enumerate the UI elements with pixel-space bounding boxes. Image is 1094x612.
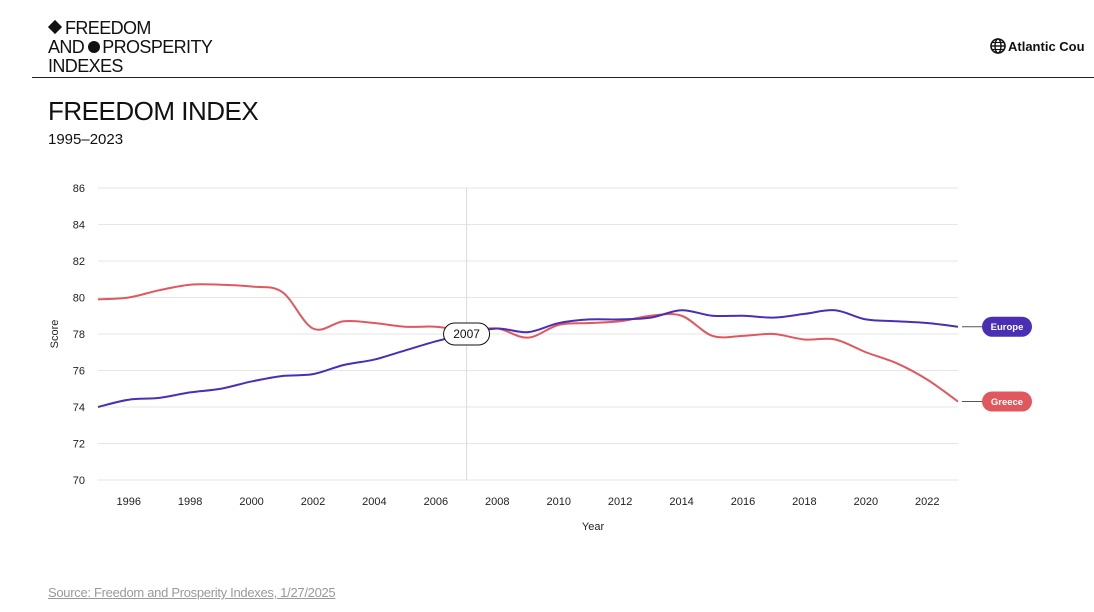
y-axis-title: Score	[49, 320, 61, 349]
diamond-icon	[47, 19, 63, 35]
page-title: FREEDOM INDEX	[48, 96, 259, 126]
series-line-europe[interactable]	[97, 309, 959, 408]
x-tick-label: 2004	[362, 496, 386, 508]
council-label: Atlantic Cou	[1008, 38, 1085, 54]
x-tick-label: 2016	[731, 496, 755, 508]
x-tick-label: 2000	[239, 496, 263, 508]
brand-line-3: INDEXES	[48, 56, 123, 76]
page-subtitle: 1995–2023	[48, 131, 124, 148]
y-tick-label: 72	[73, 439, 85, 451]
atlantic-council-link[interactable]: Atlantic Cou	[990, 38, 1085, 54]
y-tick-label: 76	[73, 366, 85, 378]
y-tick-label: 78	[73, 329, 85, 341]
x-tick-label: 2014	[669, 496, 693, 508]
hover-year-bubble	[443, 322, 491, 346]
line-chart[interactable]: 70 72 74 76 78 80 82 84 86 1996 1998 2000 2002 2004 20…	[0, 170, 1094, 540]
y-tick-label: 86	[73, 183, 85, 195]
hover-year-label: 2007	[453, 327, 480, 341]
brand-logo[interactable]: FREEDOM AND PROSPERITY INDEXES	[47, 18, 213, 76]
y-tick-label: 74	[73, 402, 85, 414]
header-divider	[32, 77, 1094, 78]
x-tick-label: 2010	[546, 496, 570, 508]
y-tick-label: 84	[73, 220, 85, 232]
y-tick-label: 80	[73, 293, 85, 305]
x-tick-label: 2022	[915, 496, 939, 508]
source-link[interactable]: Source: Freedom and Prosperity Indexes, …	[48, 585, 336, 600]
globe-icon	[990, 38, 1006, 54]
x-tick-label: 2008	[485, 496, 509, 508]
circle-icon	[88, 41, 101, 53]
x-tick-label: 2020	[854, 496, 878, 508]
x-tick-label: 2002	[301, 496, 325, 508]
y-tick-label: 82	[73, 256, 85, 268]
x-tick-label: 1996	[116, 496, 140, 508]
end-label-text-europe: Europe	[991, 322, 1024, 333]
brand-line-2a: AND	[48, 37, 85, 57]
series-line-greece[interactable]	[97, 283, 959, 403]
x-tick-label: 1998	[178, 496, 202, 508]
brand-line-1: FREEDOM	[65, 18, 151, 38]
end-label-pill-europe[interactable]	[982, 316, 1032, 337]
brand-line-2b: PROSPERITY	[102, 37, 213, 57]
x-tick-label: 2018	[792, 496, 816, 508]
end-label-pill-greece[interactable]	[982, 391, 1032, 412]
x-tick-label: 2012	[608, 496, 632, 508]
end-label-text-greece: Greece	[991, 397, 1023, 408]
y-tick-label: 70	[73, 475, 85, 487]
x-tick-label: 2006	[424, 496, 448, 508]
x-axis-title: Year	[582, 521, 605, 533]
